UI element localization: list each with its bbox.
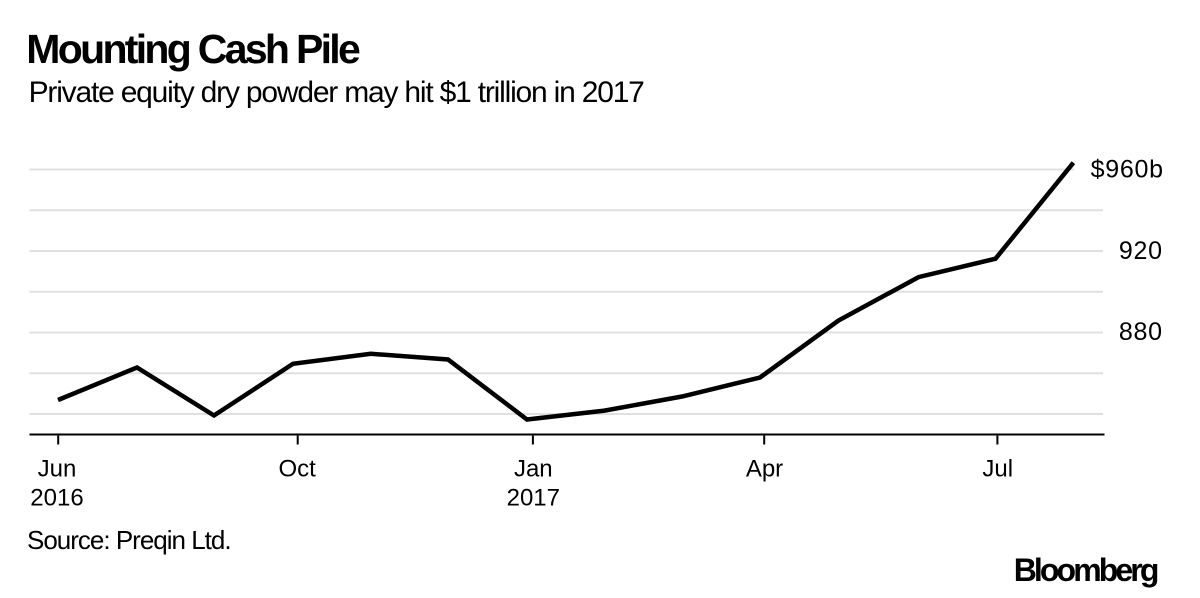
svg-text:Private equity dry powder may: Private equity dry powder may hit $1 tri… bbox=[29, 76, 645, 109]
svg-text:920: 920 bbox=[1119, 237, 1163, 265]
svg-text:$960b: $960b bbox=[1091, 156, 1164, 184]
svg-text:Jul: Jul bbox=[982, 455, 1013, 482]
svg-text:Jun: Jun bbox=[38, 455, 77, 482]
svg-text:Jan: Jan bbox=[514, 455, 553, 482]
svg-text:Bloomberg: Bloomberg bbox=[1014, 552, 1158, 588]
svg-text:2016: 2016 bbox=[30, 484, 83, 511]
svg-text:Source: Preqin Ltd.: Source: Preqin Ltd. bbox=[27, 525, 231, 555]
svg-text:Apr: Apr bbox=[746, 455, 783, 482]
svg-text:Mounting Cash Pile: Mounting Cash Pile bbox=[26, 26, 360, 72]
svg-text:Oct: Oct bbox=[279, 455, 317, 482]
svg-text:2017: 2017 bbox=[507, 484, 560, 511]
svg-text:880: 880 bbox=[1119, 318, 1163, 346]
